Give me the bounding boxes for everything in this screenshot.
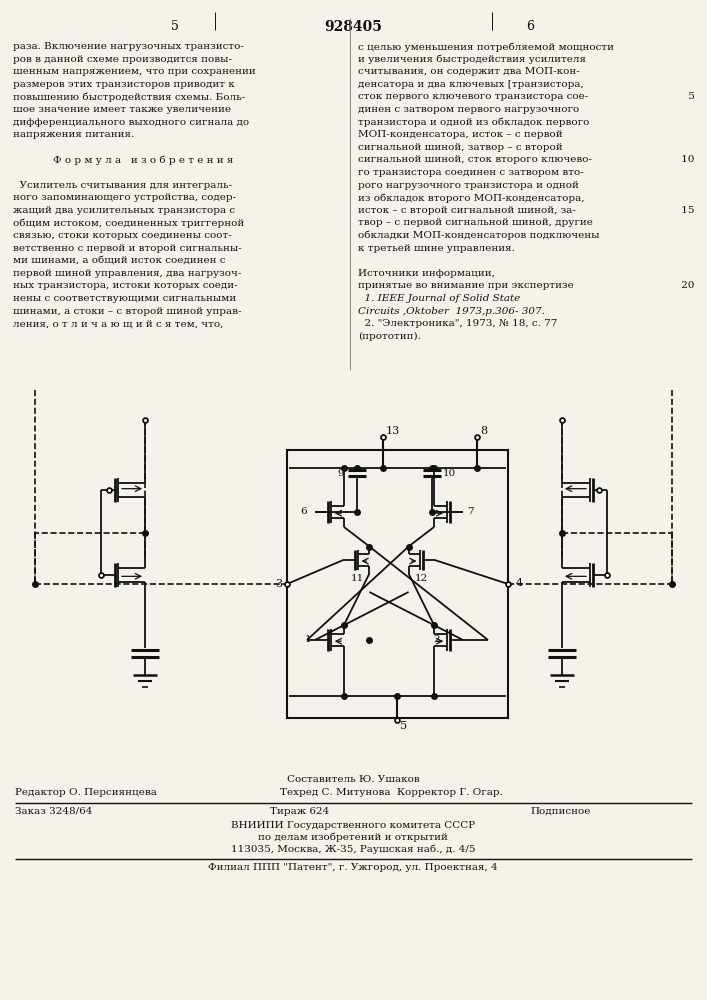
Text: жащий два усилительных транзистора с: жащий два усилительных транзистора с [13,206,235,215]
Text: твор – с первой сигнальной шиной, другие: твор – с первой сигнальной шиной, другие [358,218,593,227]
Text: Редактор О. Персиянцева: Редактор О. Персиянцева [15,788,157,797]
Text: 12: 12 [414,574,428,583]
Text: 928405: 928405 [324,20,382,34]
Text: МОП-конденсатора, исток – с первой: МОП-конденсатора, исток – с первой [358,130,563,139]
Text: 20: 20 [679,281,695,290]
Text: исток – с второй сигнальной шиной, за-: исток – с второй сигнальной шиной, за- [358,206,576,215]
Text: 9: 9 [337,470,344,479]
Text: 7: 7 [467,508,474,516]
Text: ми шинами, а общий исток соединен с: ми шинами, а общий исток соединен с [13,256,226,265]
Text: 5: 5 [171,20,179,33]
Text: первой шиной управления, два нагрузоч-: первой шиной управления, два нагрузоч- [13,269,241,278]
Text: шое значение имеет также увеличение: шое значение имеет также увеличение [13,105,231,114]
Text: (прототип).: (прототип). [358,332,421,341]
Text: Филиал ППП "Патент", г. Ужгород, ул. Проектная, 4: Филиал ППП "Патент", г. Ужгород, ул. Про… [208,863,498,872]
Text: Усилитель считывания для интеграль-: Усилитель считывания для интеграль- [13,181,232,190]
Text: ления, о т л и ч а ю щ и й с я тем, что,: ления, о т л и ч а ю щ и й с я тем, что, [13,319,223,328]
Text: раза. Включение нагрузочных транзисто-: раза. Включение нагрузочных транзисто- [13,42,244,51]
Text: ров в данной схеме производится повы-: ров в данной схеме производится повы- [13,55,232,64]
Text: 2. "Электроника", 1973, № 18, с. 77: 2. "Электроника", 1973, № 18, с. 77 [358,319,557,328]
Text: Составитель Ю. Ушаков: Составитель Ю. Ушаков [286,775,419,784]
Text: сток первого ключевого транзистора сое-: сток первого ключевого транзистора сое- [358,92,588,101]
Text: 1: 1 [305,636,311,645]
Text: 10: 10 [443,470,456,479]
Text: принятые во внимание при экспертизе: принятые во внимание при экспертизе [358,281,574,290]
Text: Техред С. Митунова  Корректор Г. Огар.: Техред С. Митунова Корректор Г. Огар. [280,788,503,797]
Text: динен с затвором первого нагрузочного: динен с затвором первого нагрузочного [358,105,579,114]
Text: Подписное: Подписное [530,807,590,816]
Text: 11: 11 [351,574,363,583]
Text: 1. IEEE Journal of Solid State: 1. IEEE Journal of Solid State [358,294,520,303]
Text: напряжения питания.: напряжения питания. [13,130,134,139]
Text: Ф о р м у л а   и з о б р е т е н и я: Ф о р м у л а и з о б р е т е н и я [53,155,233,165]
Text: 15: 15 [679,206,695,215]
Text: считывания, он содержит два МОП-кон-: считывания, он содержит два МОП-кон- [358,67,580,76]
Text: повышению быстродействия схемы. Боль-: повышению быстродействия схемы. Боль- [13,92,245,102]
Text: с целью уменьшения потребляемой мощности: с целью уменьшения потребляемой мощности [358,42,614,51]
Text: 8: 8 [480,426,487,436]
Text: размеров этих транзисторов приводит к: размеров этих транзисторов приводит к [13,80,235,89]
Text: 6: 6 [526,20,534,33]
Text: Circuits ,Oktober  1973,р.306- 307.: Circuits ,Oktober 1973,р.306- 307. [358,307,545,316]
Text: Источники информации,: Источники информации, [358,269,495,278]
Text: шинами, а стоки – с второй шиной управ-: шинами, а стоки – с второй шиной управ- [13,307,242,316]
Text: связью, стоки которых соединены соот-: связью, стоки которых соединены соот- [13,231,232,240]
Text: 113035, Москва, Ж-35, Раушская наб., д. 4/5: 113035, Москва, Ж-35, Раушская наб., д. … [230,845,475,854]
Text: ВНИИПИ Государственного комитета СССР: ВНИИПИ Государственного комитета СССР [231,821,475,830]
Text: 10: 10 [679,155,695,164]
Text: из обкладок второго МОП-конденсатора,: из обкладок второго МОП-конденсатора, [358,193,585,203]
Text: 6: 6 [300,508,307,516]
Text: и увеличения быстродействия усилителя: и увеличения быстродействия усилителя [358,55,586,64]
Text: 13: 13 [386,426,400,436]
Text: 4: 4 [516,578,523,588]
Text: 5: 5 [685,92,695,101]
Text: сигнальной шиной, сток второго ключево-: сигнальной шиной, сток второго ключево- [358,155,592,164]
Bar [287,450,508,718]
Text: 3: 3 [275,579,282,589]
Text: обкладки МОП-конденсаторов подключены: обкладки МОП-конденсаторов подключены [358,231,600,240]
Text: го транзистора соединен с затвором вто-: го транзистора соединен с затвором вто- [358,168,584,177]
Text: Заказ 3248/64: Заказ 3248/64 [15,807,93,816]
Text: шенным напряжением, что при сохранении: шенным напряжением, что при сохранении [13,67,256,76]
Text: сигнальной шиной, затвор – с второй: сигнальной шиной, затвор – с второй [358,143,563,152]
Text: Тираж 624: Тираж 624 [270,807,329,816]
Text: рого нагрузочного транзистора и одной: рого нагрузочного транзистора и одной [358,181,579,190]
Text: денсатора и два ключевых [транзистора,: денсатора и два ключевых [транзистора, [358,80,584,89]
Text: нены с соответствующими сигнальными: нены с соответствующими сигнальными [13,294,236,303]
Text: общим истоком, соединенных триггерной: общим истоком, соединенных триггерной [13,218,244,228]
Text: транзистора и одной из обкладок первого: транзистора и одной из обкладок первого [358,118,590,127]
Text: ного запоминающего устройства, содер-: ного запоминающего устройства, содер- [13,193,236,202]
Text: ветственно с первой и второй сигнальны-: ветственно с первой и второй сигнальны- [13,244,242,253]
Text: ных транзистора, истоки которых соеди-: ных транзистора, истоки которых соеди- [13,281,238,290]
Text: к третьей шине управления.: к третьей шине управления. [358,244,515,253]
Text: по делам изобретений и открытий: по делам изобретений и открытий [258,833,448,842]
Text: дифференциального выходного сигнала до: дифференциального выходного сигнала до [13,118,249,127]
Text: 5: 5 [400,721,407,731]
Text: 2: 2 [433,636,440,645]
